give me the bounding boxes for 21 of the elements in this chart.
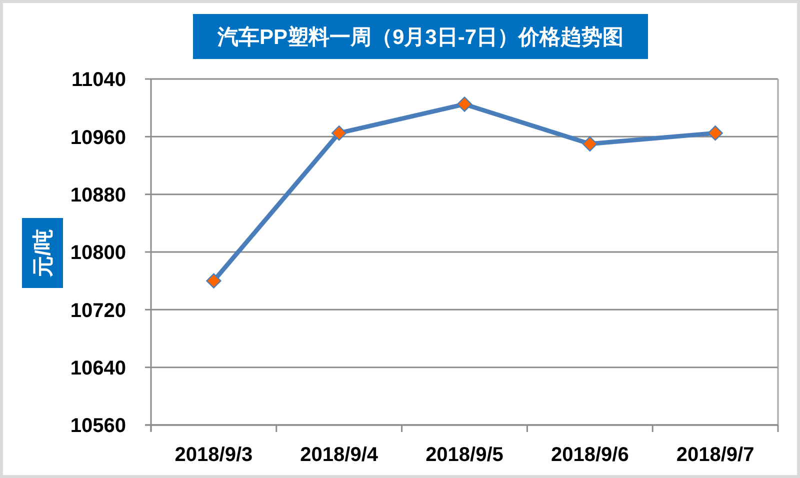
y-tick-label: 10960 [70,126,126,149]
x-tick-label: 2018/9/4 [300,444,379,466]
y-axis-title: 元/吨 [32,229,56,278]
chart-title: 汽车PP塑料一周（9月3日-7日）价格趋势图 [216,25,624,50]
point [708,125,723,141]
y-tick-label: 10560 [70,415,126,438]
ylabel: 元/吨 [22,218,63,288]
point [456,96,472,112]
x-tick-label: 2018/9/5 [426,444,504,466]
x-tick-label: 2018/9/6 [550,444,629,466]
y-tick-label: 11040 [71,69,126,92]
point [332,125,347,141]
y-tick-label: 10800 [70,242,126,264]
point [582,136,598,152]
y-tick-label: 10640 [70,358,126,380]
point [206,273,222,288]
x-tick-label: 2018/9/3 [174,444,253,466]
y-tick-label: 10720 [70,300,126,322]
y-tick-label: 10880 [70,184,126,207]
x-tick-label: 2018/9/7 [676,444,754,466]
title: 汽车PP塑料一周（9月3日-7日）价格趋势图 [193,14,648,59]
